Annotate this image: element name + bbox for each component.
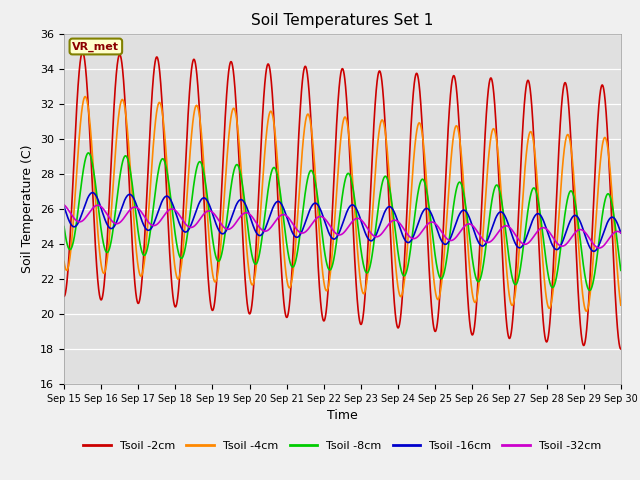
- Tsoil -4cm: [617, 301, 625, 307]
- Tsoil -32cm: [595, 245, 603, 251]
- Tsoil -8cm: [216, 257, 223, 263]
- Tsoil -2cm: [60, 293, 68, 300]
- Line: Tsoil -32cm: Tsoil -32cm: [64, 205, 621, 248]
- Tsoil -16cm: [590, 249, 598, 254]
- Tsoil -16cm: [564, 224, 572, 229]
- Tsoil -2cm: [397, 312, 404, 318]
- Tsoil -16cm: [88, 190, 96, 195]
- Tsoil -4cm: [81, 94, 89, 99]
- Tsoil -2cm: [79, 49, 86, 55]
- X-axis label: Time: Time: [327, 409, 358, 422]
- Tsoil -32cm: [179, 218, 187, 224]
- Tsoil -8cm: [60, 224, 68, 229]
- Tsoil -4cm: [180, 242, 188, 248]
- Title: Soil Temperatures Set 1: Soil Temperatures Set 1: [252, 13, 433, 28]
- Tsoil -8cm: [397, 266, 404, 272]
- Tsoil -4cm: [397, 294, 404, 300]
- Tsoil -32cm: [617, 230, 625, 236]
- Tsoil -2cm: [216, 227, 223, 233]
- Tsoil -16cm: [406, 239, 414, 244]
- Line: Tsoil -2cm: Tsoil -2cm: [64, 52, 621, 349]
- Tsoil -4cm: [564, 132, 572, 138]
- Legend: Tsoil -2cm, Tsoil -4cm, Tsoil -8cm, Tsoil -16cm, Tsoil -32cm: Tsoil -2cm, Tsoil -4cm, Tsoil -8cm, Tsoi…: [79, 437, 606, 456]
- Y-axis label: Soil Temperature (C): Soil Temperature (C): [22, 144, 35, 273]
- Text: VR_met: VR_met: [72, 41, 119, 52]
- Tsoil -4cm: [617, 302, 625, 308]
- Line: Tsoil -4cm: Tsoil -4cm: [64, 96, 621, 311]
- Tsoil -8cm: [617, 267, 625, 273]
- Tsoil -32cm: [216, 218, 223, 224]
- Tsoil -2cm: [564, 96, 572, 101]
- Tsoil -8cm: [586, 288, 593, 293]
- Tsoil -2cm: [617, 346, 625, 352]
- Tsoil -4cm: [60, 259, 68, 264]
- Tsoil -16cm: [617, 230, 625, 236]
- Tsoil -32cm: [406, 235, 414, 240]
- Tsoil -32cm: [564, 240, 572, 245]
- Tsoil -8cm: [564, 194, 572, 200]
- Tsoil -8cm: [180, 252, 188, 258]
- Tsoil -16cm: [617, 229, 625, 235]
- Tsoil -2cm: [180, 205, 188, 211]
- Tsoil -2cm: [617, 346, 625, 352]
- Tsoil -32cm: [617, 230, 625, 236]
- Tsoil -8cm: [406, 246, 414, 252]
- Tsoil -8cm: [84, 150, 92, 156]
- Tsoil -2cm: [406, 132, 414, 138]
- Tsoil -8cm: [617, 266, 625, 272]
- Tsoil -16cm: [180, 228, 188, 234]
- Tsoil -16cm: [216, 229, 223, 235]
- Tsoil -32cm: [60, 202, 68, 208]
- Tsoil -4cm: [216, 255, 223, 261]
- Tsoil -4cm: [582, 308, 590, 314]
- Tsoil -16cm: [60, 204, 68, 209]
- Tsoil -16cm: [397, 228, 404, 233]
- Line: Tsoil -16cm: Tsoil -16cm: [64, 192, 621, 252]
- Tsoil -32cm: [397, 221, 404, 227]
- Tsoil -4cm: [406, 199, 414, 205]
- Line: Tsoil -8cm: Tsoil -8cm: [64, 153, 621, 290]
